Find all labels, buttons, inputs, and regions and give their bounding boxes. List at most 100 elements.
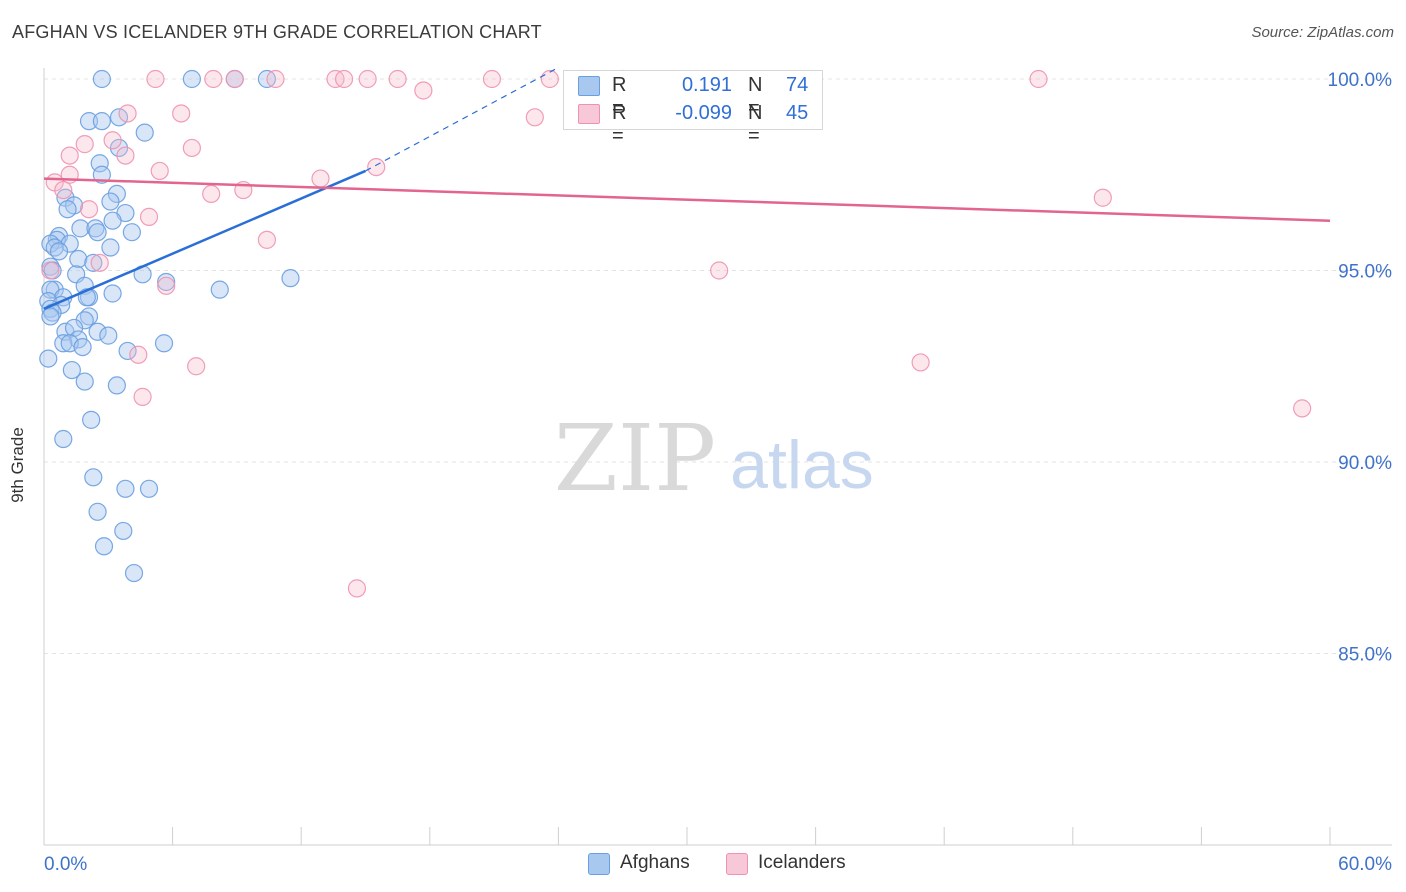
trend-lines <box>43 66 1331 310</box>
data-point <box>367 157 386 177</box>
data-point <box>54 334 73 353</box>
y-tick-label: 85.0% <box>1338 645 1392 666</box>
data-point <box>99 326 118 345</box>
r-label: R = <box>612 74 627 119</box>
data-point <box>39 349 58 368</box>
data-point <box>107 376 126 395</box>
icelanders-swatch <box>578 104 600 124</box>
data-point <box>1093 188 1112 207</box>
watermark-atlas: atlas <box>730 427 874 503</box>
correlation-legend: R = 0.191 N = 74 R = -0.099 N = 45 <box>563 70 823 147</box>
icelanders-points <box>41 69 1312 598</box>
afghans-legend-swatch <box>588 853 610 875</box>
n-label: N = <box>748 102 763 147</box>
data-point <box>1293 399 1312 418</box>
data-point <box>388 69 407 89</box>
data-point <box>79 112 99 131</box>
data-point <box>90 154 109 173</box>
data-point <box>103 284 122 303</box>
data-point <box>540 69 559 89</box>
data-point <box>482 69 502 89</box>
watermark-zip: ZIP <box>554 405 716 512</box>
afghans-trend-line <box>43 169 366 310</box>
data-point <box>114 521 133 541</box>
data-point <box>88 322 107 341</box>
data-point <box>172 104 191 123</box>
data-point <box>281 269 300 288</box>
data-point <box>79 200 99 219</box>
data-point <box>334 69 354 89</box>
data-point <box>210 280 229 299</box>
data-point <box>187 357 206 376</box>
data-point <box>41 261 60 280</box>
n-label: N = <box>748 74 763 119</box>
data-point <box>414 81 433 100</box>
chart-title: AFGHAN VS ICELANDER 9TH GRADE CORRELATIO… <box>12 22 542 42</box>
x-tick-label-min: 0.0% <box>44 854 87 875</box>
data-point <box>139 207 159 226</box>
data-point <box>92 69 111 89</box>
data-point <box>109 108 129 127</box>
gridlines <box>44 78 1390 654</box>
data-point <box>525 108 544 127</box>
data-point <box>92 165 111 184</box>
r-label: R = <box>612 102 627 147</box>
data-point <box>88 223 107 242</box>
data-point <box>311 169 330 188</box>
data-point <box>49 242 69 261</box>
data-point <box>129 345 148 364</box>
data-point <box>75 372 94 391</box>
data-point <box>182 138 201 158</box>
data-point <box>1029 69 1048 89</box>
data-point <box>118 104 137 123</box>
data-point <box>204 69 223 89</box>
data-point <box>69 249 88 269</box>
data-point <box>133 387 152 406</box>
afghans-points <box>39 69 300 583</box>
data-point <box>60 146 79 165</box>
data-point <box>94 537 114 556</box>
data-point <box>41 307 60 326</box>
afghans-legend-label: Afghans <box>620 852 690 873</box>
data-point <box>157 272 176 292</box>
data-point <box>118 341 137 361</box>
data-point <box>146 69 165 89</box>
data-point <box>101 192 120 211</box>
data-point <box>103 131 122 150</box>
tick-labels: 85.0% 90.0% 95.0% 100.0% 0.0% 60.0% <box>44 70 1392 875</box>
axes <box>43 68 1392 846</box>
y-tick-label: 90.0% <box>1338 453 1392 474</box>
data-point <box>122 223 141 242</box>
data-point <box>84 468 103 487</box>
x-tick-label-max: 60.0% <box>1338 854 1392 875</box>
data-point <box>182 69 201 89</box>
data-point <box>101 238 120 257</box>
data-point <box>225 69 244 89</box>
data-point <box>62 360 81 380</box>
icelanders-legend-swatch <box>726 853 748 875</box>
data-point <box>135 123 154 142</box>
n-value: 45 <box>786 102 809 124</box>
data-point <box>92 112 111 131</box>
data-point <box>124 563 144 583</box>
data-point <box>202 184 221 203</box>
icelanders-legend-label: Icelanders <box>758 852 846 873</box>
r-value: -0.099 <box>675 102 732 124</box>
watermark: ZIP atlas <box>554 405 874 512</box>
data-point <box>157 276 176 295</box>
data-point <box>75 135 94 154</box>
data-point <box>54 429 73 449</box>
data-point <box>58 200 77 219</box>
data-point <box>90 253 109 272</box>
data-point <box>116 479 135 498</box>
data-point <box>257 230 277 249</box>
y-tick-label: 100.0% <box>1328 70 1393 91</box>
y-axis-label: 9th Grade <box>8 427 27 503</box>
y-tick-label: 95.0% <box>1338 262 1392 283</box>
data-point <box>71 219 90 238</box>
r-value: 0.191 <box>681 74 732 96</box>
afghans-trend-extension <box>365 66 559 172</box>
icelanders-trend-line <box>43 177 1331 222</box>
data-point <box>710 261 729 280</box>
data-point <box>103 211 122 230</box>
